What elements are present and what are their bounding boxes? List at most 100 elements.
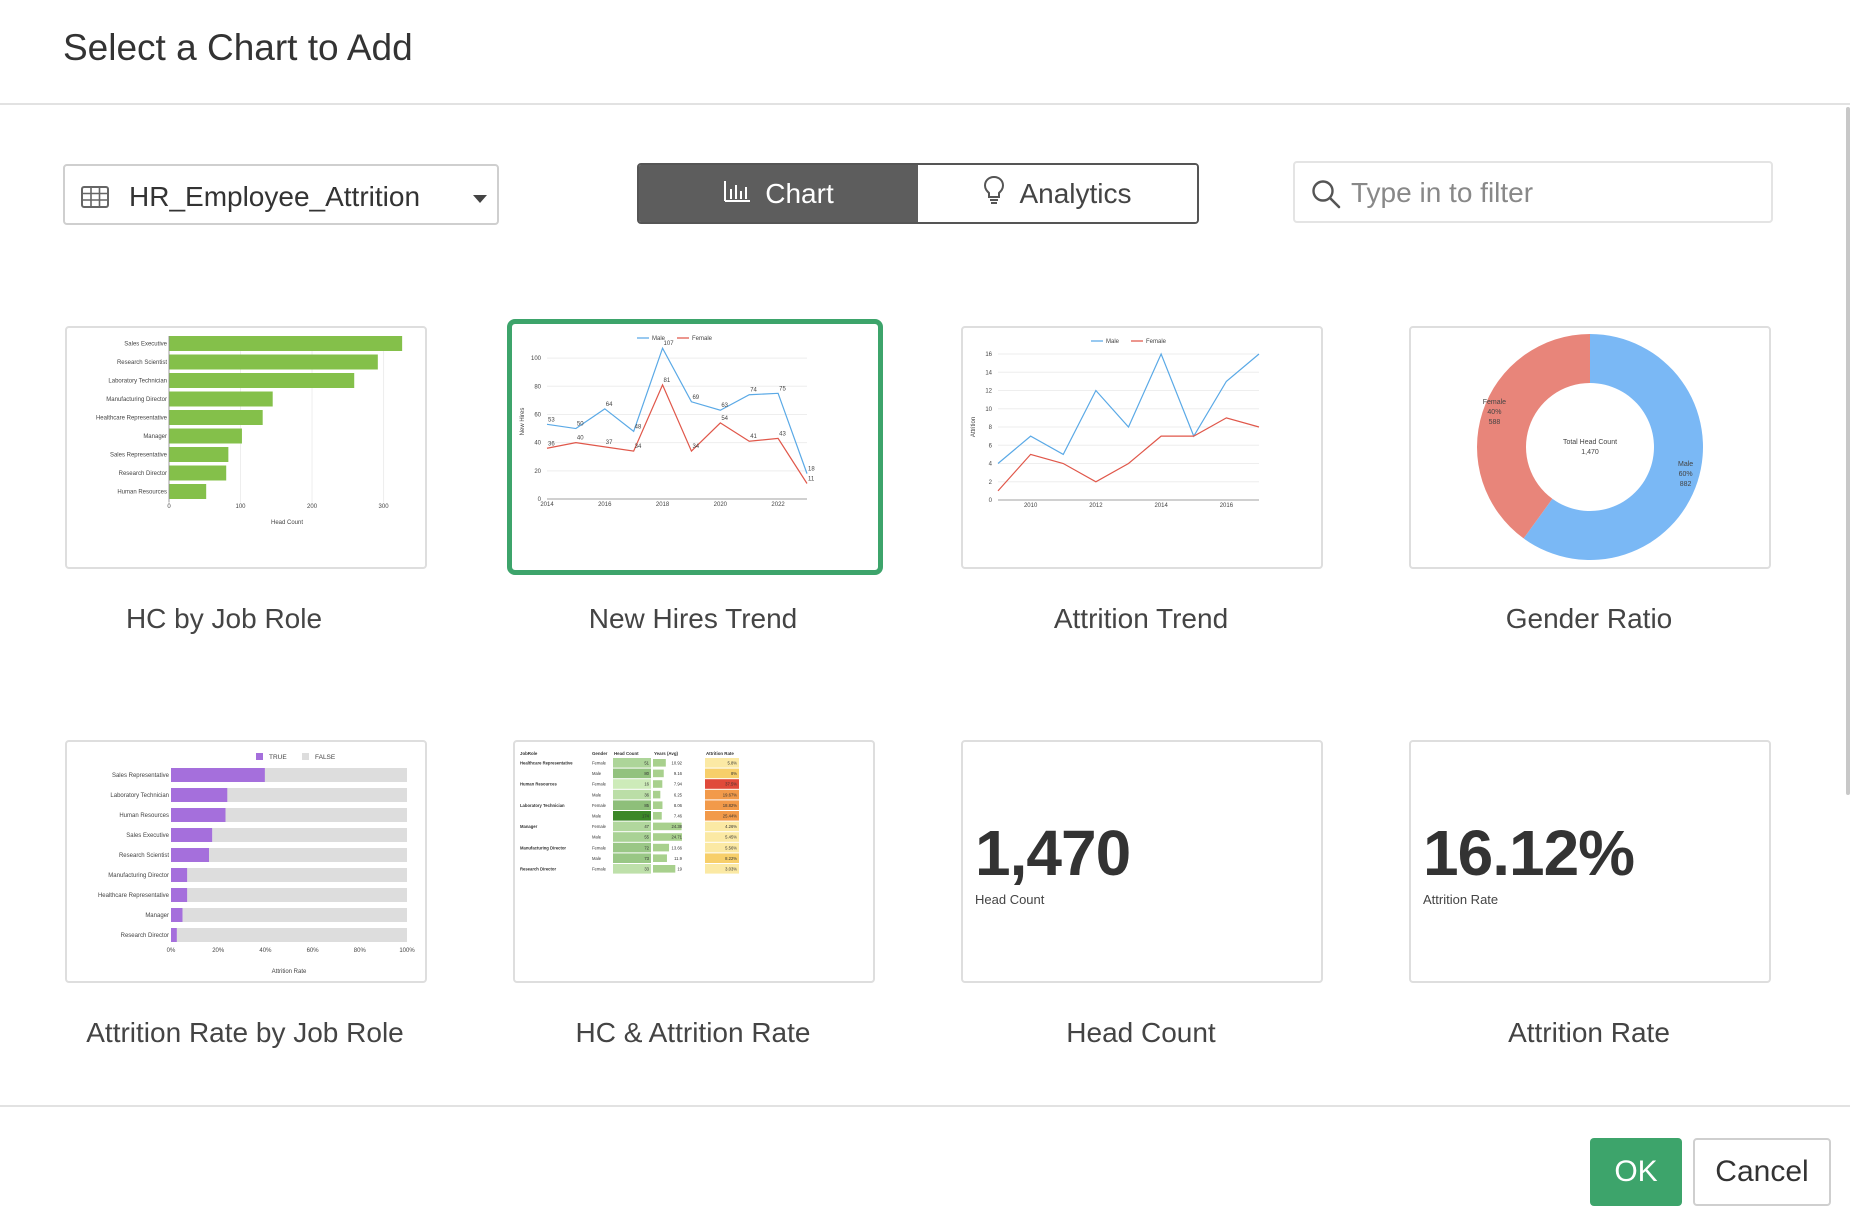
bar <box>169 447 229 462</box>
stacked-bar <box>227 788 407 802</box>
y-tick-label: Human Resources <box>117 490 167 496</box>
x-tick-label: 20% <box>212 948 225 954</box>
attrition-rate-by-job-role-chart: TRUE FALSE Sales Representative Laboratory … <box>98 753 415 975</box>
card-label: HC by Job Role <box>125 603 323 634</box>
heat-cell <box>705 842 739 853</box>
heat-cell <box>613 768 651 779</box>
table-cell: Female <box>592 782 607 787</box>
y-tick-label: Sales Executive <box>126 833 169 839</box>
chart-card-head-count[interactable]: 1,470 Head Count <box>961 740 1323 983</box>
y-tick-label: Healthcare Representative <box>96 416 168 422</box>
table-cell: Human Resources <box>520 782 557 787</box>
bar <box>169 354 378 370</box>
slice-value: 588 <box>1489 419 1501 426</box>
x-tick-label: 2012 <box>1089 503 1103 509</box>
data-bar <box>653 812 662 820</box>
stacked-bar <box>225 808 407 822</box>
table-cell: Laboratory Technician <box>520 803 565 808</box>
table-cell: 36 <box>644 792 649 797</box>
series-line <box>546 383 808 484</box>
table-cell: 8% <box>731 771 737 776</box>
slice-pct: 60% <box>1679 471 1693 478</box>
table-cell: 3.03% <box>725 867 737 872</box>
chart-card-attrition-rate[interactable]: 16.12% Attrition Rate <box>1409 740 1771 983</box>
data-label: 18 <box>808 467 815 473</box>
y-tick-label: 20 <box>534 469 541 475</box>
data-bar <box>653 833 682 841</box>
table-cell: 19.67% <box>723 792 737 797</box>
y-tick-label: Human Resources <box>119 813 169 819</box>
data-label: 34 <box>692 444 699 450</box>
y-tick-label: Sales Representative <box>110 453 168 459</box>
heat-cell <box>705 864 739 874</box>
chart-card-hc-by-job-role[interactable]: 0 100 200 300 Sales Executive Research Scient… <box>65 326 427 569</box>
table-cell: Research Director <box>520 867 556 872</box>
x-tick-label: 2014 <box>540 502 554 508</box>
table-cell: 18.82% <box>723 803 737 808</box>
bar <box>169 484 207 499</box>
dataset-select[interactable]: HR_Employee_Attrition <box>63 164 499 225</box>
chart-card-new-hires-trend[interactable]: 0 20 40 60 80 100 2014 2016 2018 2020 2022 New Hire… <box>507 319 883 575</box>
data-label: 69 <box>692 395 699 401</box>
y-tick-label: Laboratory Technician <box>110 793 169 799</box>
data-label: 34 <box>635 444 642 450</box>
table-header: Years (Avg) <box>654 751 679 756</box>
x-tick-label: 0 <box>167 504 171 510</box>
bar <box>169 465 227 481</box>
data-label: 37 <box>606 440 613 446</box>
table-cell: 24.38 <box>672 824 683 829</box>
data-bar <box>653 759 666 767</box>
table-cell: Female <box>592 867 607 872</box>
table-cell: 24.71 <box>672 835 683 840</box>
table-cell: 9.16 <box>674 771 683 776</box>
table-cell: 55 <box>644 835 649 840</box>
y-tick-label: Sales Executive <box>124 342 167 348</box>
x-tick-label: 100% <box>399 948 415 954</box>
heat-cell <box>705 758 739 768</box>
center-value: 1,470 <box>1581 449 1599 456</box>
legend-label: Male <box>1106 339 1120 345</box>
bar <box>169 428 242 444</box>
chart-card-attrition-rate-by-job-role[interactable]: TRUE FALSE Sales Representative Laboratory … <box>65 740 427 983</box>
ok-button[interactable]: OK <box>1590 1138 1682 1206</box>
bar <box>169 391 273 407</box>
table-cell: 85 <box>644 803 649 808</box>
pie-slice <box>1476 334 1590 539</box>
cancel-button[interactable]: Cancel <box>1693 1138 1831 1206</box>
table-header: JobRole <box>520 751 538 756</box>
chart-card-hc-attrition-rate[interactable]: JobRole Gender Head Count Years (Avg) Attrit… <box>513 740 875 983</box>
x-tick-label: 40% <box>259 948 272 954</box>
data-label: 41 <box>750 434 757 440</box>
y-tick-label: Sales Representative <box>112 773 170 779</box>
attrition-trend-chart: 0 2 4 6 8 10 12 14 16 2010 2012 2014 2016 Attrition Ma… <box>971 339 1260 509</box>
tab-chart[interactable]: Chart <box>639 165 918 222</box>
y-tick-label: Research Director <box>119 471 167 477</box>
x-tick-label: 100 <box>236 504 247 510</box>
stacked-bar <box>171 788 228 802</box>
chart-card-attrition-trend[interactable]: 0 2 4 6 8 10 12 14 16 2010 2012 2014 2016 Attrition Ma… <box>961 326 1323 569</box>
y-tick-label: 80 <box>534 384 541 390</box>
tab-analytics[interactable]: Analytics <box>918 165 1197 222</box>
scrollbar[interactable] <box>1846 107 1850 795</box>
table-cell: 6.25 <box>674 792 683 797</box>
table-cell: 174 <box>642 814 650 819</box>
filter-input[interactable] <box>1349 173 1753 213</box>
data-label: 36 <box>548 441 555 447</box>
heat-cell <box>613 800 651 810</box>
search-icon <box>1311 179 1341 214</box>
stacked-bar <box>208 848 407 862</box>
heat-cell <box>705 853 739 863</box>
table-cell: Female <box>592 845 607 850</box>
table-cell: 4.26% <box>725 824 737 829</box>
table-cell: 13.66 <box>672 845 683 850</box>
table-cell: Female <box>592 803 607 808</box>
table-cell: Female <box>592 824 607 829</box>
data-label: 75 <box>779 386 786 392</box>
bar-chart-icon <box>723 178 751 210</box>
heat-cell <box>705 800 739 810</box>
kpi-caption: Head Count <box>975 892 1045 907</box>
card-label: New Hires Trend <box>588 603 798 634</box>
chart-card-gender-ratio[interactable]: Male 60% 882 Female 40% 588 Total Head Count 1,… <box>1409 326 1771 569</box>
y-tick-label: 8 <box>989 425 993 431</box>
legend-label: Male <box>652 336 666 342</box>
